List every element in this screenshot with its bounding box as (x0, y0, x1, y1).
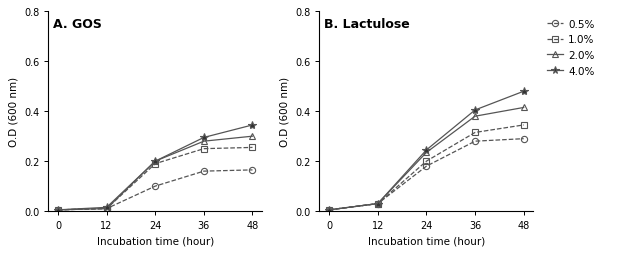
X-axis label: Incubation time (hour): Incubation time (hour) (97, 236, 214, 246)
Y-axis label: O.D (600 nm): O.D (600 nm) (8, 77, 18, 147)
Text: A. GOS: A. GOS (53, 18, 102, 31)
Y-axis label: O.D (600 nm): O.D (600 nm) (279, 77, 290, 147)
Text: B. Lactulose: B. Lactulose (324, 18, 410, 31)
Legend: 0.5%, 1.0%, 2.0%, 4.0%: 0.5%, 1.0%, 2.0%, 4.0% (545, 18, 596, 78)
X-axis label: Incubation time (hour): Incubation time (hour) (368, 236, 485, 246)
